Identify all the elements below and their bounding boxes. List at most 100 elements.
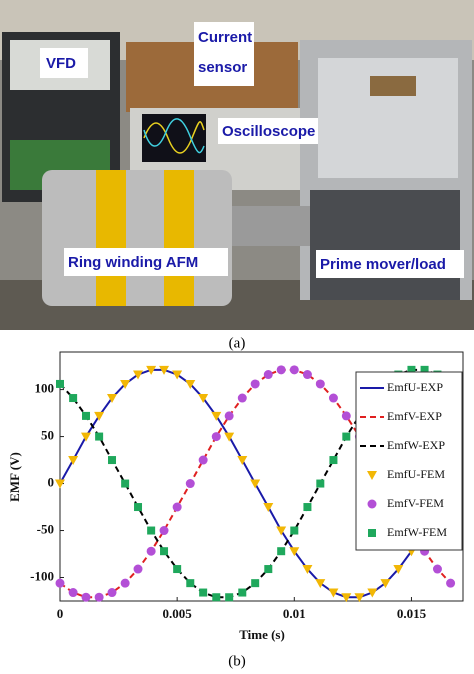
marker xyxy=(134,503,143,512)
marker xyxy=(211,411,222,421)
photo-label: VFD xyxy=(46,55,76,72)
marker xyxy=(250,479,261,489)
legend: EmfU-EXP EmfV-EXP EmfW-EXP EmfU-FEM EmfV-FEM… xyxy=(355,371,463,551)
prime-mover-plate xyxy=(370,76,416,96)
caption: (b) xyxy=(228,653,246,669)
legend-label: EmfW-EXP xyxy=(387,438,445,452)
marker xyxy=(341,411,351,421)
label-box xyxy=(194,22,254,86)
marker xyxy=(107,588,117,598)
afm-motor xyxy=(42,170,232,306)
marker xyxy=(289,547,300,557)
marker xyxy=(276,365,286,375)
y-tick-label: 100 xyxy=(35,381,55,396)
photo-label: sensor xyxy=(198,59,247,76)
marker xyxy=(159,365,170,375)
marker xyxy=(94,411,105,421)
marker xyxy=(68,588,78,598)
marker xyxy=(56,379,64,388)
marker xyxy=(81,592,91,602)
marker xyxy=(185,379,196,389)
marker xyxy=(342,432,351,441)
x-axis-label: Time (s) xyxy=(239,627,285,642)
marker xyxy=(199,588,208,597)
marker xyxy=(237,456,248,466)
scope-trace xyxy=(143,118,205,154)
marker xyxy=(107,394,118,404)
marker xyxy=(55,479,65,489)
marker xyxy=(68,456,79,466)
shaft-coupling xyxy=(232,206,310,246)
marker xyxy=(173,565,182,574)
marker xyxy=(237,393,247,403)
legend-label: EmfU-FEM xyxy=(387,467,445,481)
label-box xyxy=(218,118,318,144)
marker xyxy=(120,379,131,389)
marker xyxy=(302,370,312,380)
marker xyxy=(264,565,273,574)
marker xyxy=(225,593,234,602)
x-tick-label: 0.01 xyxy=(283,606,306,621)
marker xyxy=(420,365,429,374)
photo-label: Current xyxy=(198,29,252,46)
marker xyxy=(432,564,442,574)
x-tick-label: 0.015 xyxy=(397,606,427,621)
marker xyxy=(224,411,234,421)
label-box xyxy=(316,250,464,278)
marker xyxy=(186,579,195,588)
marker xyxy=(211,432,221,442)
marker xyxy=(120,578,130,588)
marker xyxy=(316,479,325,488)
marker xyxy=(380,579,391,589)
photo-label: Oscilloscope xyxy=(222,123,315,140)
marker xyxy=(133,564,143,574)
marker xyxy=(277,547,286,556)
marker xyxy=(94,592,104,602)
marker xyxy=(303,503,312,512)
scope-trace xyxy=(143,121,205,154)
legend-label: EmfV-EXP xyxy=(387,409,442,423)
marker xyxy=(147,526,156,535)
label-box xyxy=(40,48,88,78)
legend-box xyxy=(355,371,463,551)
marker xyxy=(121,479,130,488)
marker xyxy=(238,588,247,597)
marker xyxy=(185,479,195,489)
marker xyxy=(198,394,209,404)
marker xyxy=(367,499,377,509)
y-tick-label: -50 xyxy=(37,522,54,537)
marker xyxy=(263,503,274,513)
marker xyxy=(263,370,273,380)
marker xyxy=(328,588,339,598)
marker xyxy=(81,432,92,442)
marker xyxy=(367,588,378,598)
marker xyxy=(341,593,352,603)
photo-label: Prime mover/load xyxy=(320,256,446,273)
marker xyxy=(172,370,183,380)
marker xyxy=(69,394,78,403)
marker xyxy=(95,432,104,441)
marker xyxy=(224,432,235,442)
legend-label: EmfW-FEM xyxy=(387,525,447,539)
afm-winding xyxy=(96,170,126,306)
marker xyxy=(407,365,416,374)
marker xyxy=(172,502,182,512)
label-box xyxy=(64,248,228,276)
marker xyxy=(315,379,325,389)
marker xyxy=(368,529,376,537)
marker xyxy=(276,526,287,536)
marker xyxy=(289,365,299,375)
marker xyxy=(133,370,144,380)
y-tick-label: 0 xyxy=(48,475,55,490)
legend-label: EmfV-FEM xyxy=(387,496,444,510)
marker xyxy=(290,526,299,535)
marker xyxy=(212,593,221,602)
afm-winding xyxy=(164,170,194,306)
legend-label: EmfU-EXP xyxy=(387,380,443,394)
marker xyxy=(82,411,91,420)
y-tick-label: -100 xyxy=(30,568,54,583)
x-tick-label: 0.005 xyxy=(163,606,193,621)
marker xyxy=(198,455,208,465)
